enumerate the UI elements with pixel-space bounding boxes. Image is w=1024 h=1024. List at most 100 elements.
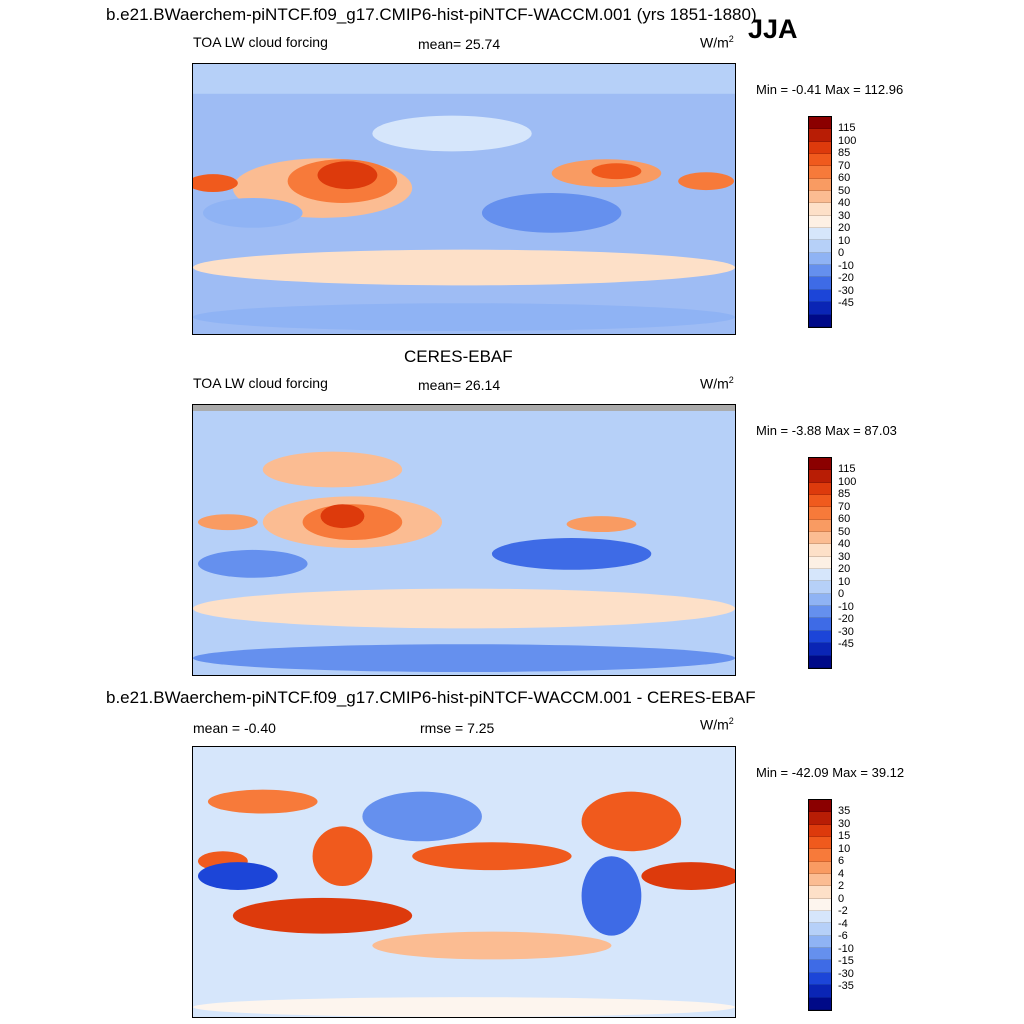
colorbar-cell bbox=[809, 861, 831, 875]
colorbar-cell bbox=[809, 824, 831, 838]
colorbar-tick-label: 115 bbox=[838, 463, 856, 476]
panel1-mean: mean= 25.74 bbox=[418, 36, 501, 52]
colorbar-cell bbox=[809, 606, 831, 619]
colorbar-tick-label: 10 bbox=[838, 575, 851, 588]
colorbar-cell bbox=[809, 507, 831, 520]
colorbar-tick-label: 15 bbox=[838, 830, 851, 843]
colorbar-tick-label: -20 bbox=[838, 272, 854, 285]
colorbar-cell bbox=[809, 997, 831, 1010]
colorbar-tick-label: -6 bbox=[838, 930, 848, 943]
panel3-colorbar bbox=[808, 799, 832, 1011]
colorbar-cell bbox=[809, 972, 831, 986]
colorbar-cell bbox=[809, 129, 831, 142]
colorbar-tick-label: -2 bbox=[838, 905, 848, 918]
colorbar-cell bbox=[809, 215, 831, 229]
colorbar-tick-label: 50 bbox=[838, 184, 851, 197]
panel1-map bbox=[192, 63, 736, 335]
colorbar-cell bbox=[809, 154, 831, 167]
colorbar-tick-label: 85 bbox=[838, 488, 851, 501]
panel1-units: W/m2 bbox=[700, 34, 734, 51]
colorbar-tick-label: -35 bbox=[838, 980, 854, 993]
colorbar-tick-label: -4 bbox=[838, 917, 848, 930]
colorbar-cell bbox=[809, 470, 831, 483]
colorbar-cell bbox=[809, 166, 831, 179]
colorbar-cell bbox=[809, 618, 831, 631]
colorbar-cell bbox=[809, 849, 831, 862]
colorbar-tick-label: 20 bbox=[838, 222, 851, 235]
colorbar-tick-label: 40 bbox=[838, 197, 851, 210]
colorbar-cell bbox=[809, 240, 831, 253]
colorbar-tick-label: 0 bbox=[838, 588, 845, 601]
colorbar-tick-label: -15 bbox=[838, 955, 854, 968]
colorbar-tick-label: 30 bbox=[838, 209, 851, 222]
colorbar-tick-label: -10 bbox=[838, 259, 854, 272]
colorbar-cell bbox=[809, 302, 831, 315]
colorbar-tick-label: 50 bbox=[838, 525, 851, 538]
colorbar-tick-label: -45 bbox=[838, 297, 854, 310]
colorbar-cell bbox=[809, 117, 831, 130]
colorbar-cell bbox=[809, 203, 831, 216]
colorbar-tick-label: 0 bbox=[838, 247, 845, 260]
season-label: JJA bbox=[748, 14, 798, 44]
colorbar-cell bbox=[809, 178, 831, 192]
colorbar-cell bbox=[809, 593, 831, 607]
colorbar-cell bbox=[809, 458, 831, 471]
colorbar-cell bbox=[809, 191, 831, 204]
panel1-map-canvas bbox=[193, 64, 735, 334]
panel1-variable: TOA LW cloud forcing bbox=[193, 34, 328, 50]
colorbar-cell bbox=[809, 532, 831, 545]
colorbar-cell bbox=[809, 289, 831, 303]
colorbar-cell bbox=[809, 911, 831, 924]
colorbar-tick-label: 35 bbox=[838, 805, 851, 818]
panel3-map-canvas bbox=[193, 747, 735, 1017]
colorbar-cell bbox=[809, 519, 831, 533]
figure-title: b.e21.BWaerchem-piNTCF.f09_g17.CMIP6-his… bbox=[106, 5, 757, 24]
panel3-map bbox=[192, 746, 736, 1018]
panel2-minmax: Min = -3.88 Max = 87.03 bbox=[756, 423, 897, 438]
colorbar-cell bbox=[809, 948, 831, 961]
colorbar-cell bbox=[809, 544, 831, 557]
colorbar-cell bbox=[809, 812, 831, 825]
colorbar-tick-label: 70 bbox=[838, 500, 851, 513]
colorbar-cell bbox=[809, 265, 831, 278]
colorbar-cell bbox=[809, 630, 831, 644]
colorbar-tick-label: 100 bbox=[838, 475, 857, 488]
colorbar-tick-label: 85 bbox=[838, 147, 851, 160]
colorbar-cell bbox=[809, 277, 831, 290]
panel3-minmax: Min = -42.09 Max = 39.12 bbox=[756, 765, 905, 780]
colorbar-tick-label: -30 bbox=[838, 625, 854, 638]
colorbar-cell bbox=[809, 314, 831, 327]
colorbar-tick-label: 60 bbox=[838, 172, 851, 185]
colorbar-cell bbox=[809, 800, 831, 813]
colorbar-cell bbox=[809, 935, 831, 949]
colorbar-tick-label: -20 bbox=[838, 613, 854, 626]
colorbar-cell bbox=[809, 141, 831, 155]
colorbar-cell bbox=[809, 228, 831, 241]
colorbar-tick-label: -10 bbox=[838, 942, 854, 955]
panel2-subtitle: CERES-EBAF bbox=[404, 347, 513, 366]
colorbar-cell bbox=[809, 482, 831, 496]
colorbar-tick-label: 0 bbox=[838, 892, 845, 905]
panel3-rmse: rmse = 7.25 bbox=[420, 720, 495, 736]
panel3-mean: mean = -0.40 bbox=[193, 720, 276, 736]
colorbar-cell bbox=[809, 569, 831, 582]
colorbar-tick-label: -30 bbox=[838, 284, 854, 297]
colorbar-tick-label: 30 bbox=[838, 817, 851, 830]
colorbar-cell bbox=[809, 960, 831, 973]
colorbar-tick-label: 4 bbox=[838, 867, 845, 880]
colorbar-tick-label: 10 bbox=[838, 842, 851, 855]
colorbar-cell bbox=[809, 898, 831, 912]
panel2-map bbox=[192, 404, 736, 676]
panel2-units: W/m2 bbox=[700, 375, 734, 392]
colorbar-tick-label: -45 bbox=[838, 638, 854, 651]
panel2-map-canvas bbox=[193, 405, 735, 675]
colorbar-tick-label: 60 bbox=[838, 513, 851, 526]
colorbar-tick-label: 6 bbox=[838, 855, 845, 868]
panel2-mean: mean= 26.14 bbox=[418, 377, 501, 393]
panel1-minmax: Min = -0.41 Max = 112.96 bbox=[756, 82, 904, 97]
colorbar-tick-label: 40 bbox=[838, 538, 851, 551]
colorbar-tick-label: 70 bbox=[838, 159, 851, 172]
colorbar-cell bbox=[809, 556, 831, 570]
colorbar-cell bbox=[809, 581, 831, 594]
colorbar-cell bbox=[809, 643, 831, 656]
